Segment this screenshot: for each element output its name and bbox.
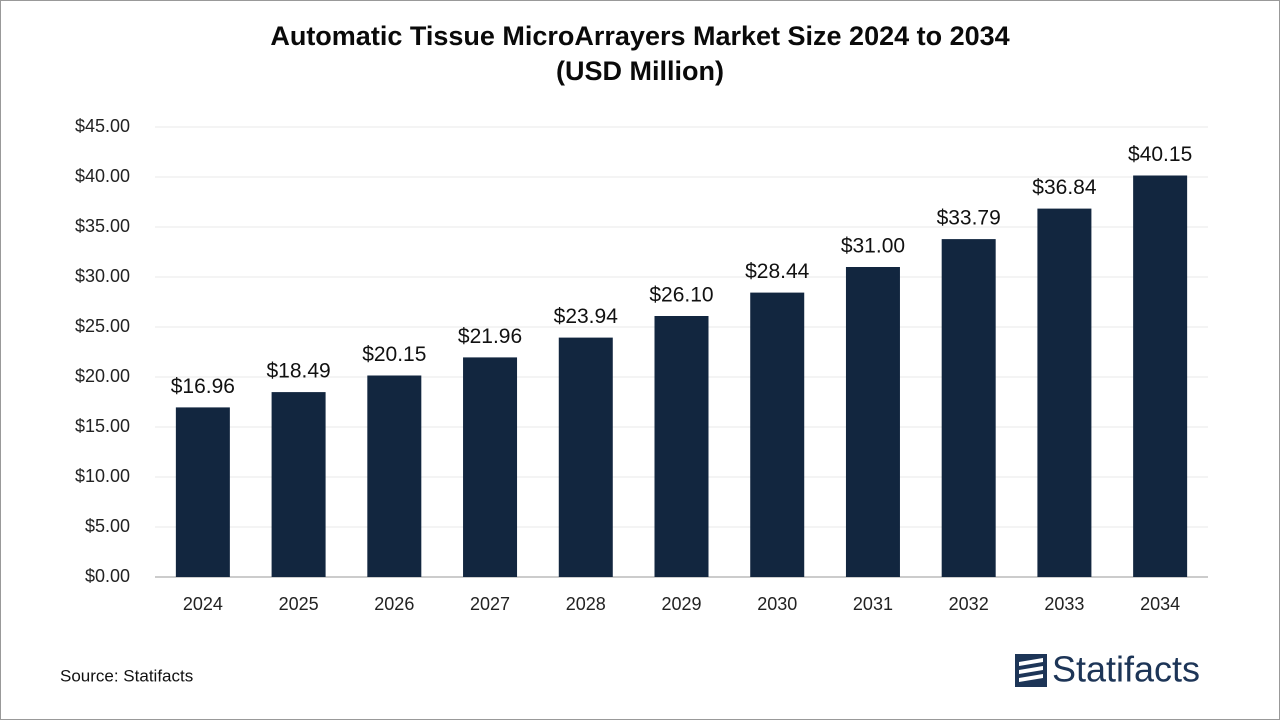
- bar: [941, 239, 996, 577]
- x-tick-label: 2032: [949, 594, 989, 614]
- value-label: $21.96: [458, 325, 522, 348]
- y-tick-label: $5.00: [85, 516, 130, 536]
- value-label: $23.94: [554, 305, 619, 328]
- chart-title: Automatic Tissue MicroArrayers Market Si…: [270, 21, 1009, 51]
- x-tick-label: 2029: [661, 594, 701, 614]
- value-label: $40.15: [1128, 143, 1192, 166]
- y-tick-label: $0.00: [85, 566, 130, 586]
- value-label: $26.10: [649, 284, 713, 307]
- y-tick-label: $15.00: [75, 416, 130, 436]
- bar: [367, 375, 422, 577]
- bar: [175, 407, 230, 577]
- y-tick-label: $25.00: [75, 316, 130, 336]
- bar: [654, 316, 709, 577]
- bar: [1037, 208, 1092, 577]
- y-tick-label: $10.00: [75, 466, 130, 486]
- x-tick-label: 2034: [1140, 594, 1180, 614]
- x-tick-label: 2028: [566, 594, 606, 614]
- x-tick-label: 2024: [183, 594, 223, 614]
- x-tick-label: 2025: [279, 594, 319, 614]
- bar: [463, 357, 518, 577]
- x-tick-label: 2031: [853, 594, 893, 614]
- value-label: $16.96: [171, 375, 235, 398]
- bar: [558, 337, 613, 577]
- y-tick-label: $35.00: [75, 216, 130, 236]
- bar: [750, 292, 805, 577]
- logo-icon: [1015, 654, 1047, 687]
- x-tick-label: 2027: [470, 594, 510, 614]
- x-tick-label: 2030: [757, 594, 797, 614]
- source: Source: Statifacts: [60, 666, 193, 685]
- value-label: $31.00: [841, 235, 905, 258]
- x-tick-label: 2026: [374, 594, 414, 614]
- logo-text: Statifacts: [1052, 649, 1200, 690]
- chart-subtitle: (USD Million): [556, 56, 724, 86]
- y-tick-label: $45.00: [75, 116, 130, 136]
- value-label: $18.49: [266, 360, 330, 383]
- value-label: $33.79: [937, 207, 1001, 230]
- value-label: $36.84: [1032, 176, 1097, 199]
- y-tick-label: $30.00: [75, 266, 130, 286]
- value-label: $20.15: [362, 343, 426, 366]
- bar: [271, 392, 326, 577]
- bar: [1133, 175, 1188, 577]
- y-tick-label: $20.00: [75, 366, 130, 386]
- bar: [845, 267, 900, 577]
- value-label: $28.44: [745, 260, 810, 283]
- y-tick-label: $40.00: [75, 166, 130, 186]
- x-tick-label: 2033: [1044, 594, 1084, 614]
